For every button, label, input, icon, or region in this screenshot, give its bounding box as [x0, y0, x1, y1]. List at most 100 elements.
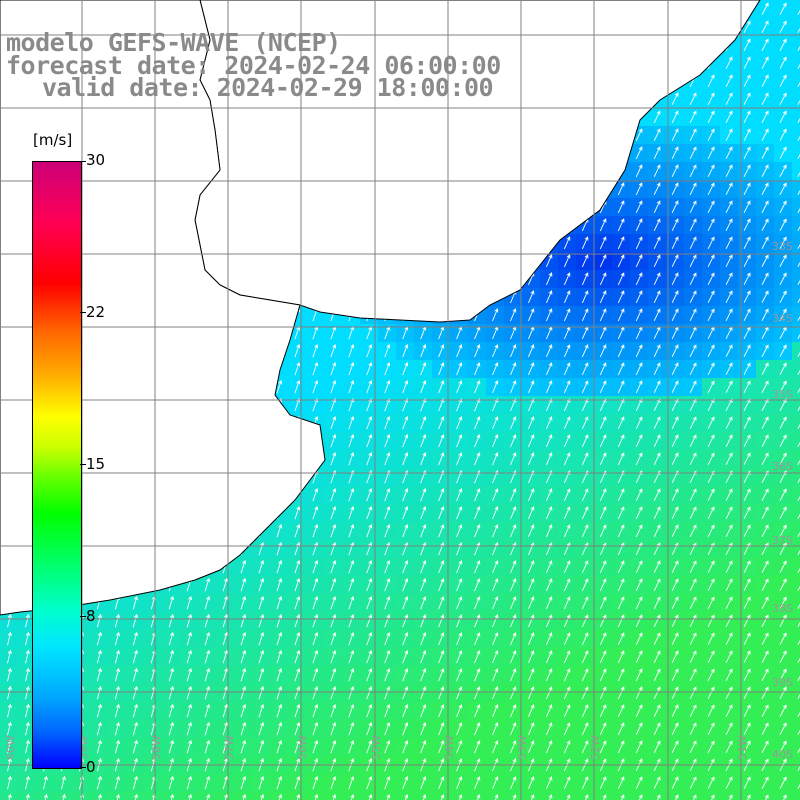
wind-cell: [612, 792, 631, 800]
wind-arrow: [797, 27, 800, 33]
wind-cell: [792, 630, 800, 649]
wind-cell: [792, 252, 800, 271]
latitude-label: 35S: [772, 388, 793, 401]
wind-arrow: [797, 63, 800, 69]
wind-cell: [792, 72, 800, 91]
wind-cell: [792, 684, 800, 703]
wind-cell: [792, 162, 800, 181]
wind-cell: [792, 126, 800, 145]
wind-cell: [792, 324, 800, 343]
wind-cell: [540, 792, 559, 800]
wind-cell: [342, 792, 361, 800]
latitude-label: 37S: [772, 534, 793, 547]
wind-cell: [792, 360, 800, 379]
wind-cell: [792, 774, 800, 793]
wind-cell: [792, 54, 800, 73]
wind-cell: [792, 306, 800, 325]
wind-cell: [774, 792, 793, 800]
wind-cell: [792, 342, 800, 361]
wind-arrow: [779, 56, 787, 69]
wind-cell: [792, 378, 800, 397]
latitude-label: 39S: [772, 676, 793, 689]
latitude-label: 34S: [772, 312, 793, 325]
wind-cell: [792, 504, 800, 523]
wind-arrow: [779, 38, 787, 51]
wind-arrow: [725, 56, 733, 70]
wind-arrow: [761, 20, 769, 33]
wind-cell: [450, 792, 469, 800]
longitude-label: 57W: [223, 735, 236, 760]
wind-cell: [792, 432, 800, 451]
wind-cell: [792, 522, 800, 541]
wind-arrow: [761, 2, 769, 15]
latitude-label: 40S: [772, 748, 793, 761]
wind-cell: [522, 792, 541, 800]
wind-cell: [486, 792, 505, 800]
wind-cell: [792, 414, 800, 433]
colorbar: [32, 161, 82, 769]
wind-cell: [792, 216, 800, 235]
longitude-label: 56W: [296, 735, 309, 760]
latitude-label: 38S: [772, 602, 793, 615]
wind-cell: [792, 648, 800, 667]
wind-arrow: [743, 56, 751, 69]
wind-cell: [792, 486, 800, 505]
wind-cell: [360, 792, 379, 800]
wind-cell: [378, 792, 397, 800]
colorbar-tick-label: 0: [86, 758, 96, 776]
wind-cell: [576, 792, 595, 800]
wind-arrow: [743, 20, 751, 33]
wind-cell: [594, 792, 613, 800]
wind-cell: [666, 792, 685, 800]
wind-cell: [792, 666, 800, 685]
wind-cell: [792, 270, 800, 289]
wind-cell: [792, 234, 800, 253]
wind-cell: [756, 792, 775, 800]
wind-arrow: [779, 20, 787, 33]
wind-cell: [504, 792, 523, 800]
longitude-label: 60W: [4, 735, 17, 760]
longitude-label: 51W: [736, 735, 749, 760]
colorbar-tick-label: 30: [86, 151, 106, 169]
wind-cell: [648, 792, 667, 800]
longitude-label: 54W: [443, 735, 456, 760]
wind-cell: [792, 144, 800, 163]
colorbar-tick-label: 8: [86, 607, 96, 625]
wind-cell: [684, 792, 703, 800]
wind-cell: [396, 792, 415, 800]
wind-cell: [792, 558, 800, 577]
colorbar-tick-label: 22: [86, 303, 106, 321]
wind-arrow: [761, 38, 769, 51]
wind-cell: [792, 702, 800, 721]
longitude-label: 53W: [516, 735, 529, 760]
wind-arrow: [761, 56, 769, 69]
wind-cell: [792, 396, 800, 415]
wind-arrow: [797, 45, 800, 51]
wind-cell: [630, 792, 649, 800]
wind-cell: [792, 36, 800, 55]
wind-cell: [792, 288, 800, 307]
wind-cell: [792, 18, 800, 37]
title-valid-date: valid date: 2024-02-29 18:00:00: [42, 73, 494, 102]
wind-cell: [792, 594, 800, 613]
wind-cell: [702, 792, 721, 800]
wind-cell: [792, 108, 800, 127]
wind-cell: [792, 468, 800, 487]
wind-cell: [738, 792, 757, 800]
latitude-label: 36S: [772, 460, 793, 473]
wind-cell: [558, 792, 577, 800]
wind-cell: [720, 792, 739, 800]
wind-cell: [468, 792, 487, 800]
wind-cell: [432, 792, 451, 800]
wind-cell: [792, 738, 800, 757]
longitude-label: 52W: [589, 735, 602, 760]
wind-cell: [792, 792, 800, 800]
colorbar-units: [m/s]: [33, 131, 73, 149]
wind-arrow: [797, 9, 800, 15]
latitude-label: 33S: [772, 240, 793, 253]
longitude-label: 55W: [370, 735, 383, 760]
wind-cell: [792, 540, 800, 559]
wind-arrow: [779, 2, 787, 15]
wind-arrow: [743, 38, 751, 51]
